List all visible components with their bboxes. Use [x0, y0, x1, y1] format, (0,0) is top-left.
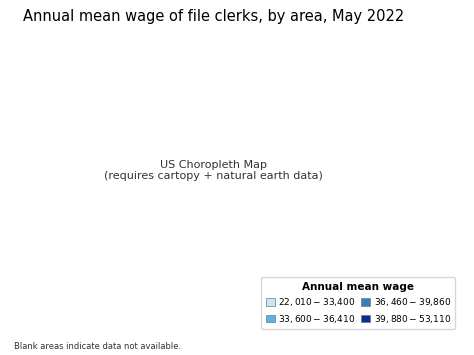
Legend: $22,010 - $33,400, $33,600 - $36,410, $36,460 - $39,860, $39,880 - $53,110: $22,010 - $33,400, $33,600 - $36,410, $3… — [261, 277, 455, 329]
Text: Blank areas indicate data not available.: Blank areas indicate data not available. — [14, 342, 182, 351]
Text: Annual mean wage of file clerks, by area, May 2022: Annual mean wage of file clerks, by area… — [23, 9, 404, 24]
Text: US Choropleth Map
(requires cartopy + natural earth data): US Choropleth Map (requires cartopy + na… — [104, 160, 323, 181]
